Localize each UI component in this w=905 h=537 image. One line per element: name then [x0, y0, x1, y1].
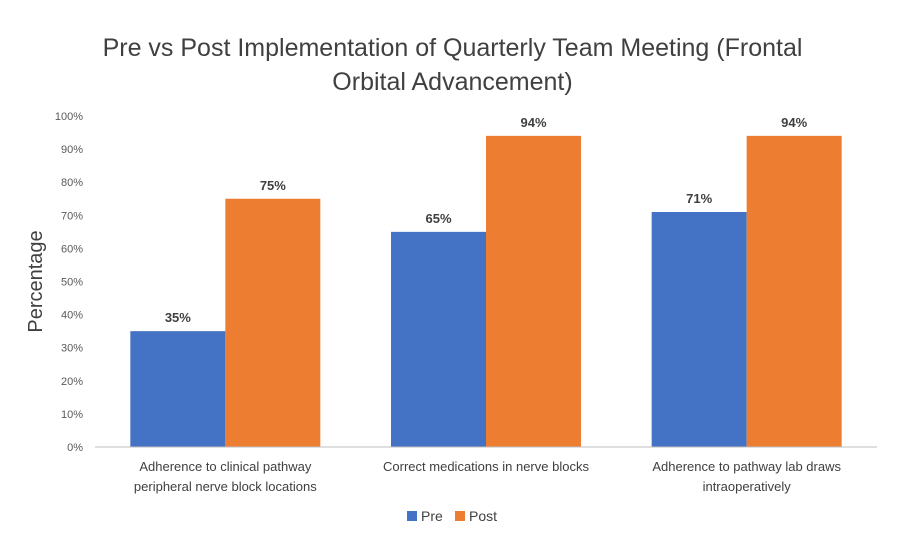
- x-category-label: intraoperatively: [703, 479, 792, 494]
- x-category-label: Adherence to clinical pathway: [139, 459, 311, 474]
- data-label: 65%: [425, 211, 451, 226]
- bar-post: [486, 135, 581, 448]
- y-tick-label: 30%: [61, 343, 83, 355]
- y-tick-label: 10%: [61, 409, 83, 421]
- y-tick-label: 70%: [61, 210, 83, 222]
- y-tick-label: 60%: [61, 243, 83, 255]
- data-label: 94%: [781, 115, 807, 130]
- bar-pre: [130, 331, 226, 447]
- y-tick-label: 0%: [67, 442, 83, 454]
- data-label: 94%: [520, 115, 546, 130]
- x-category-label: peripheral nerve block locations: [134, 479, 317, 494]
- bar-post: [746, 135, 842, 448]
- x-category-label: Correct medications in nerve blocks: [383, 459, 589, 474]
- x-category-label: Adherence to pathway lab draws: [652, 459, 841, 474]
- data-label: 75%: [260, 178, 286, 193]
- data-label: 35%: [165, 310, 191, 325]
- bar-pre: [391, 231, 486, 447]
- chart-title-line-1: Pre vs Post Implementation of Quarterly …: [102, 34, 803, 62]
- y-tick-label: 80%: [61, 177, 83, 189]
- chart-title-line-2: Orbital Advancement): [332, 68, 573, 96]
- legend-swatch-pre: [407, 511, 417, 521]
- y-tick-label: 100%: [55, 111, 83, 123]
- y-tick-label: 20%: [61, 376, 83, 388]
- legend-label-post: Post: [469, 508, 497, 524]
- bar-pre: [651, 211, 747, 447]
- data-label: 71%: [686, 191, 712, 206]
- y-tick-label: 40%: [61, 310, 83, 322]
- y-axis-label: Percentage: [25, 230, 47, 332]
- y-tick-label: 90%: [61, 144, 83, 156]
- y-tick-label: 50%: [61, 277, 83, 289]
- legend-swatch-post: [455, 511, 465, 521]
- legend-label-pre: Pre: [421, 508, 443, 524]
- bar-post: [225, 198, 321, 447]
